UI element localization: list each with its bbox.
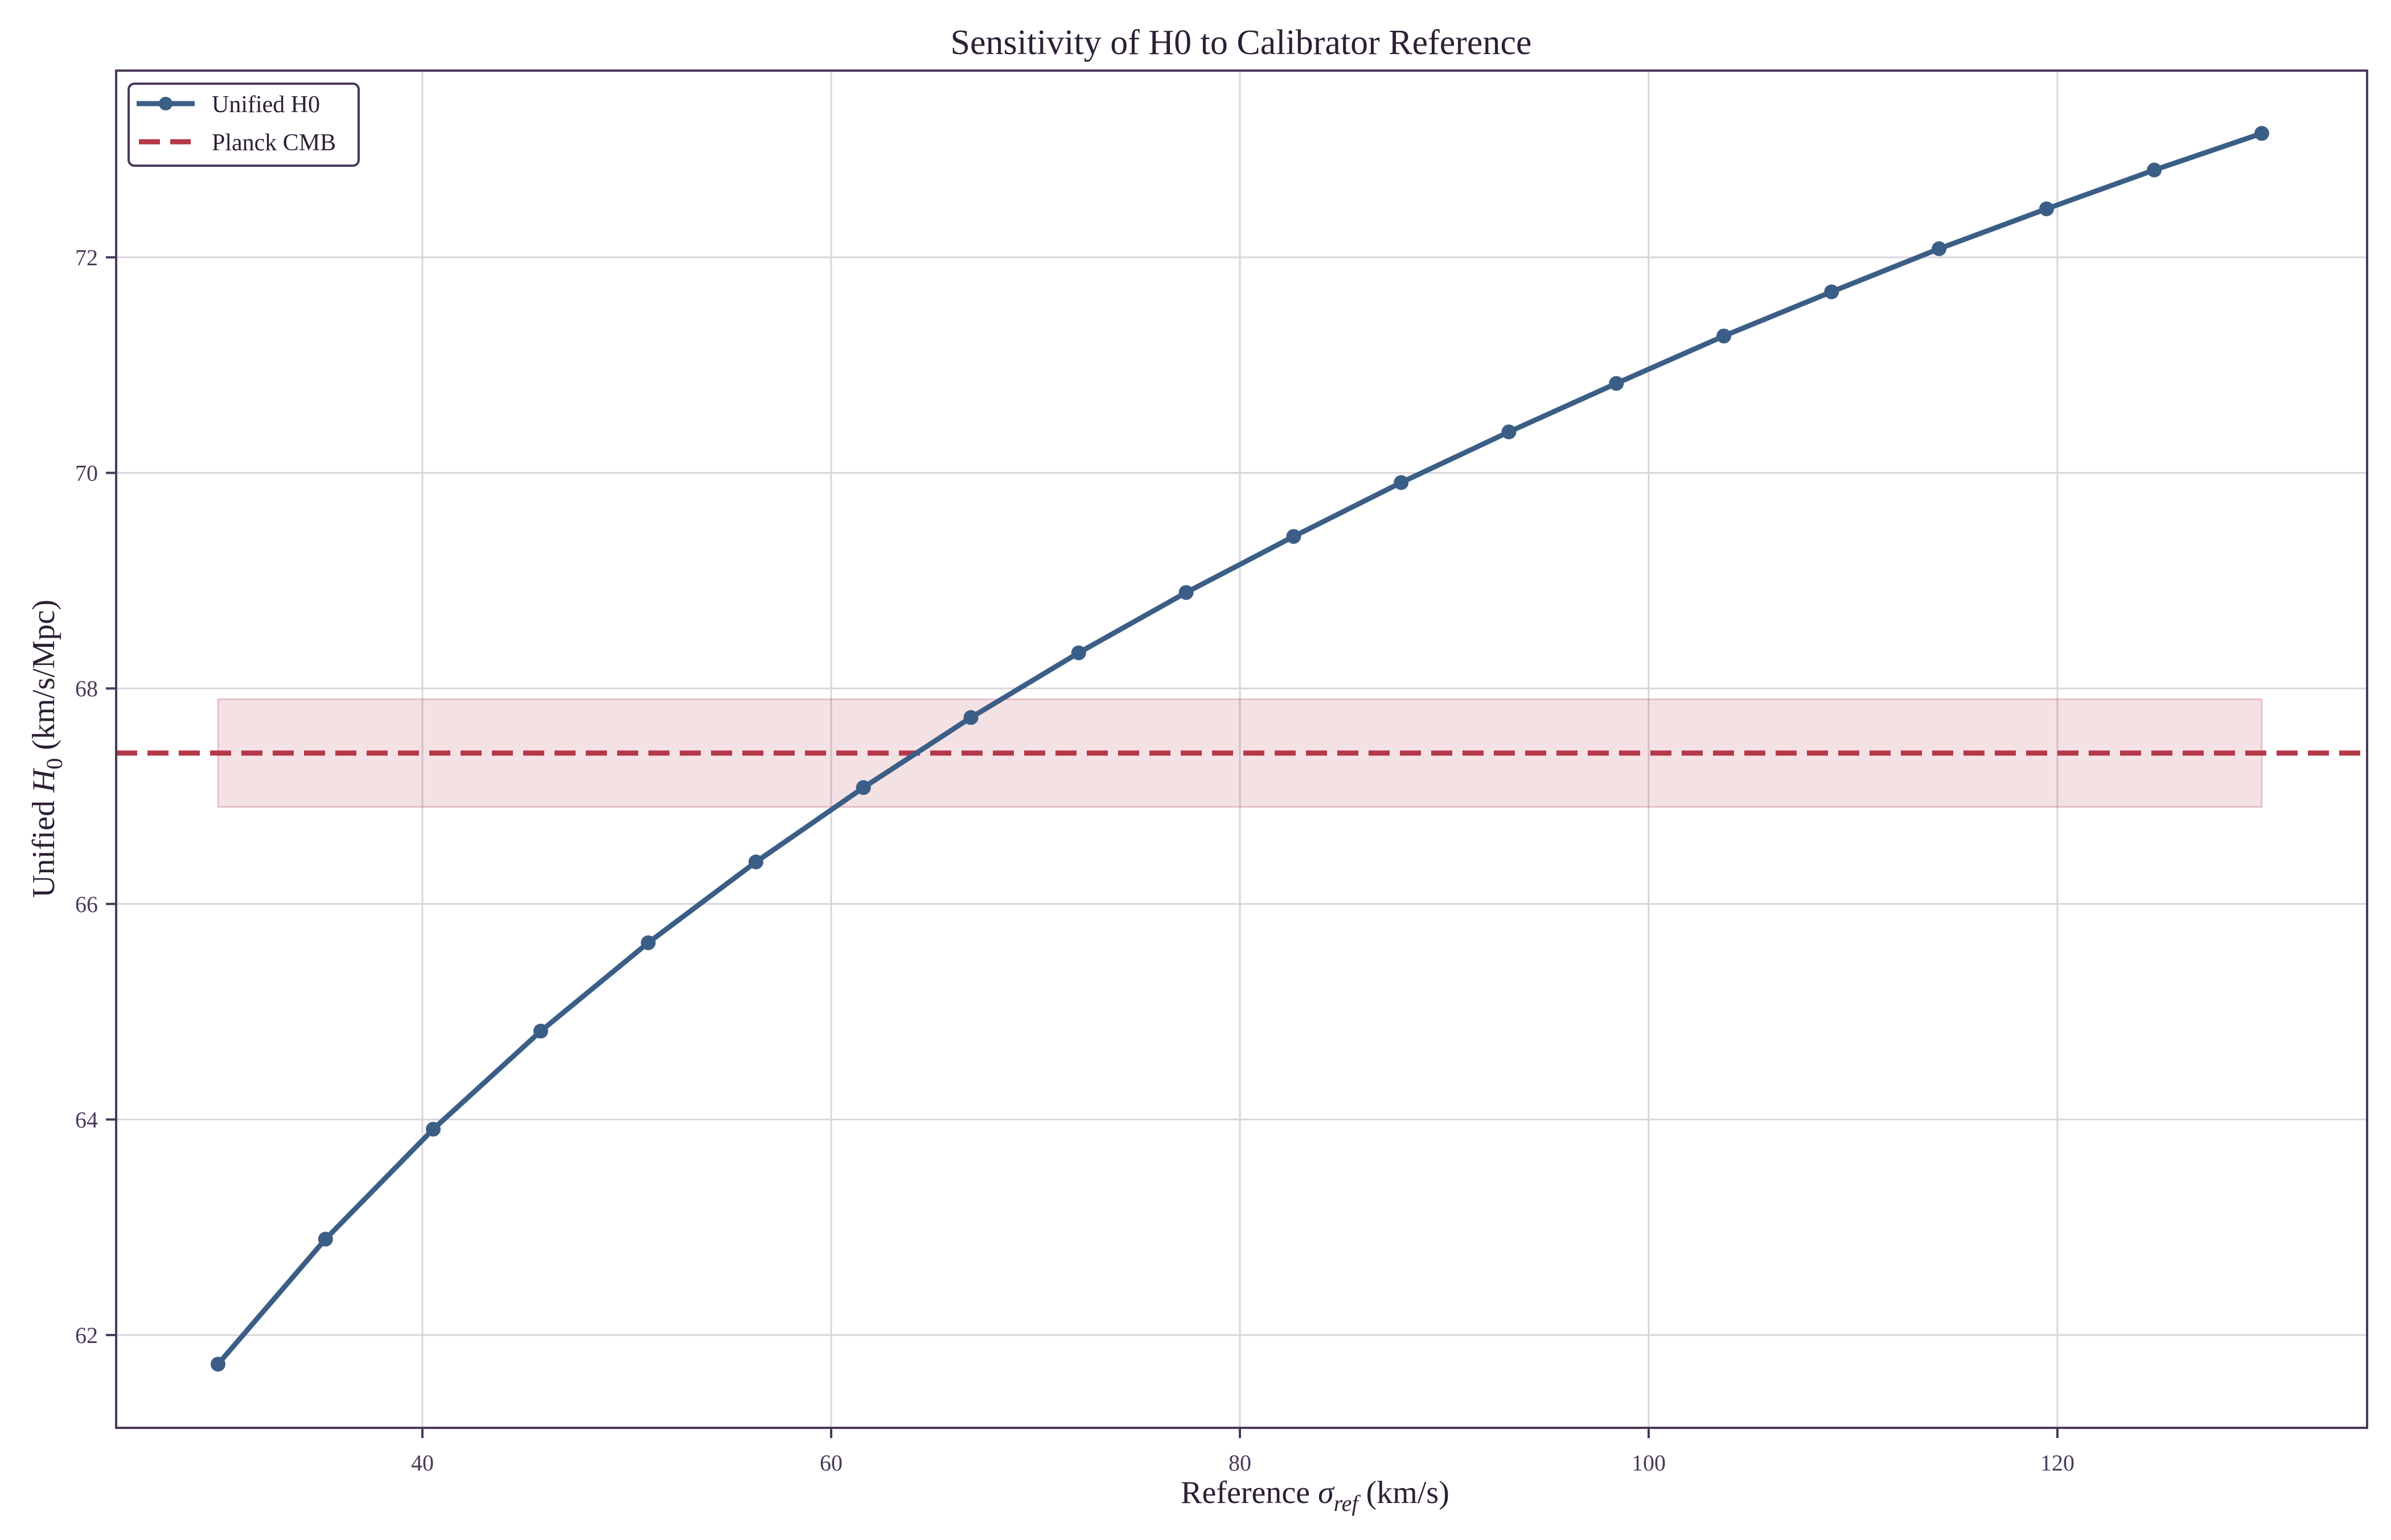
plot-frame (115, 69, 2368, 1429)
axes-border (115, 69, 2368, 1429)
x-axis-label-suffix: (km/s) (1358, 1475, 1449, 1510)
data-point-marker (211, 1357, 225, 1372)
x-axis-label-symbol: σ (1318, 1475, 1335, 1510)
data-point-marker (1716, 328, 1732, 344)
legend-marker-circle-icon (159, 97, 172, 110)
y-tick-label: 66 (75, 892, 98, 917)
y-tick-label: 68 (75, 676, 98, 701)
data-point-marker (533, 1024, 548, 1039)
legend: Unified H0 Planck CMB (128, 83, 360, 167)
unified-h0-line (215, 130, 2265, 1367)
legend-item-unified-h0: Unified H0 (137, 92, 320, 118)
x-tick-label: 40 (411, 1450, 434, 1476)
y-axis-label-subscript: 0 (42, 758, 67, 769)
y-axis-label-symbol: H (26, 768, 61, 793)
data-point-marker (2254, 126, 2269, 141)
y-axis-ticks: 62 64 66 68 70 72 (75, 245, 116, 1348)
legend-label-planck-cmb: Planck CMB (212, 130, 336, 156)
data-point-marker (1394, 475, 1409, 490)
data-point-marker (2147, 162, 2162, 178)
data-point-marker (1609, 376, 1624, 391)
y-tick-label: 62 (75, 1323, 98, 1348)
x-axis-ticks: 40 60 80 100 120 (411, 1428, 2074, 1476)
y-axis-label: Unified H0 (km/s/Mpc) (26, 599, 67, 898)
data-point-marker (426, 1122, 441, 1137)
grid-lines (116, 71, 2367, 1428)
data-point-marker (640, 935, 656, 950)
y-axis-label-suffix: (km/s/Mpc) (26, 599, 61, 758)
chart-title: Sensitivity of H0 to Calibrator Referenc… (950, 23, 1531, 62)
data-point-marker (318, 1231, 333, 1247)
x-tick-label: 60 (820, 1450, 843, 1476)
y-tick-label: 72 (75, 245, 98, 270)
data-point-marker (856, 780, 871, 795)
data-point-marker (748, 854, 763, 869)
y-tick-label: 70 (75, 461, 98, 486)
x-tick-label: 120 (2040, 1450, 2074, 1476)
data-point-marker (1286, 529, 1301, 544)
unified-h0-series (211, 126, 2269, 1372)
x-axis-label-subscript: ref (1334, 1490, 1361, 1516)
legend-label-unified-h0: Unified H0 (212, 92, 320, 118)
x-axis-label: Reference σref (km/s) (1181, 1475, 1449, 1516)
data-point-marker (1932, 241, 1947, 256)
data-point-marker (1071, 645, 1086, 660)
data-point-marker (963, 710, 979, 725)
data-point-marker (1501, 424, 1517, 440)
x-tick-label: 100 (1632, 1450, 1666, 1476)
data-point-marker (1824, 284, 1839, 299)
y-tick-label: 64 (75, 1107, 98, 1132)
data-point-marker (2039, 201, 2054, 216)
x-axis-label-prefix: Reference (1181, 1475, 1318, 1510)
y-axis-label-prefix: Unified (26, 792, 61, 898)
data-point-marker (1178, 585, 1194, 600)
x-tick-label: 80 (1229, 1450, 1251, 1476)
legend-item-planck-cmb: Planck CMB (139, 130, 336, 156)
